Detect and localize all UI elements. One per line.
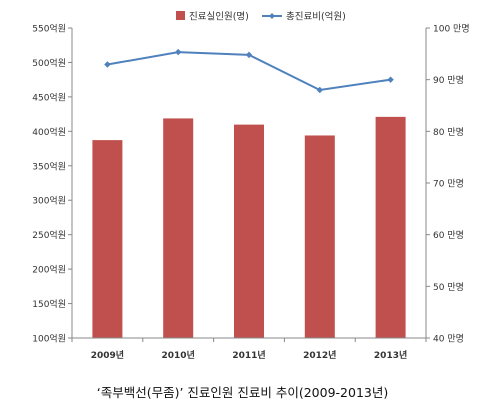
legend: 진료실인원(명) 총진료비(억원)	[176, 11, 346, 23]
legend-label-line: 총진료비(억원)	[286, 11, 346, 23]
right-axis-tick-label: 50 만명	[433, 282, 464, 293]
x-axis-tick-label: 2013년	[374, 349, 407, 361]
bar	[163, 118, 194, 339]
line-point	[175, 48, 182, 56]
bar	[375, 116, 406, 338]
left-axis-tick-label: 300억원	[32, 195, 66, 207]
bar	[304, 135, 335, 338]
left-axis-tick-label: 450억원	[32, 91, 66, 103]
x-axis-tick-label: 2012년	[303, 349, 336, 361]
left-axis-tick-label: 100억원	[32, 333, 66, 345]
line-point	[245, 51, 253, 59]
line-point	[387, 76, 394, 83]
right-axis-tick-label: 40 만명	[433, 334, 464, 345]
chart: 100억원 150억원 200억원 250억원 300억원 350억원 400억원 450억원…	[32, 11, 469, 362]
chart-caption: ‘족부백선(무좀)’ 진료인원 진료비 추이(2009-2013년)	[96, 385, 389, 400]
left-axis-tick-label: 500억원	[32, 57, 66, 69]
bar-series-group	[92, 116, 406, 339]
axes-group: 100억원 150억원 200억원 250억원 300억원 350억원 400억원 450억원…	[32, 23, 469, 362]
legend-marker-line	[269, 13, 275, 19]
x-axis-tick-label: 2009년	[91, 349, 124, 361]
right-axis-tick-label: 100 만명	[433, 24, 470, 35]
right-axis-tick-label: 70 만명	[433, 179, 464, 190]
left-axis-tick-label: 400억원	[32, 126, 66, 138]
left-axis-tick-label: 250억원	[32, 229, 66, 241]
right-axis-tick-label: 90 만명	[433, 75, 464, 86]
right-axis-tick-label: 60 만명	[433, 230, 464, 241]
line-point	[316, 86, 323, 94]
x-axis-tick-label: 2011년	[232, 349, 265, 361]
right-axis-tick-label: 80 만명	[433, 127, 464, 138]
legend-label-bar: 진료실인원(명)	[189, 12, 249, 23]
x-axis-tick-label: 2010년	[162, 349, 195, 361]
left-axis-tick-label: 200억원	[32, 264, 66, 276]
legend-swatch-bar	[176, 11, 185, 20]
bar	[234, 124, 264, 338]
bar	[92, 140, 123, 338]
line-series-group	[104, 48, 394, 94]
left-axis-tick-label: 550억원	[32, 23, 66, 35]
left-axis-tick-label: 350억원	[32, 160, 66, 172]
left-axis-tick-label: 150억원	[32, 298, 66, 310]
line-point	[104, 61, 111, 68]
